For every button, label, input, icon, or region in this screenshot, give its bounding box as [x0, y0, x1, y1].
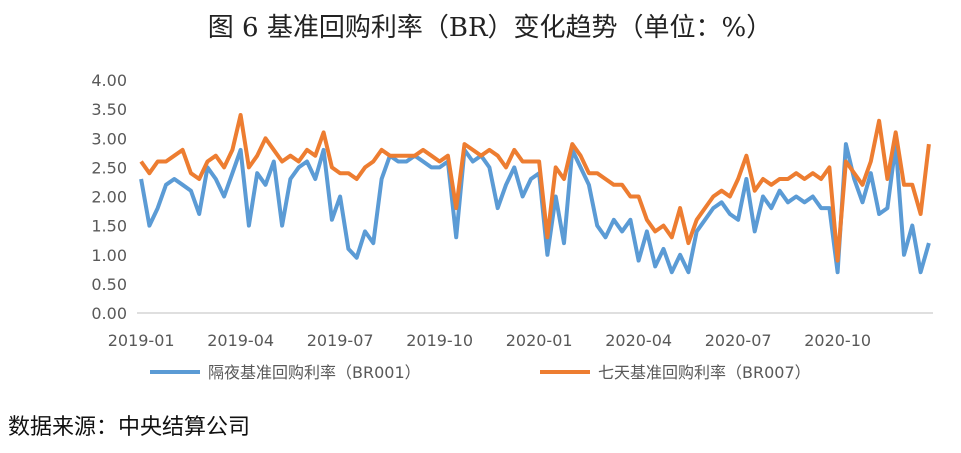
- y-tick-label: 0.00: [91, 304, 127, 323]
- x-tick-label: 2020-10: [804, 331, 871, 350]
- x-tick-label: 2020-01: [506, 331, 573, 350]
- legend-label: 隔夜基准回购利率（BR001）: [208, 363, 421, 382]
- series-line: [139, 113, 931, 263]
- x-tick-label: 2019-07: [307, 331, 374, 350]
- y-tick-label: 2.50: [91, 158, 127, 177]
- chart-title: 图 6 基准回购利率（BR）变化趋势（单位：%）: [208, 13, 772, 43]
- y-tick-label: 3.50: [91, 100, 127, 119]
- x-tick-label: 2020-07: [705, 331, 772, 350]
- y-tick-label: 2.00: [91, 188, 127, 207]
- x-tick-label: 2019-10: [406, 331, 473, 350]
- y-tick-label: 0.50: [91, 275, 127, 294]
- x-tick-label: 2020-04: [605, 331, 672, 350]
- series-line: [139, 142, 931, 275]
- x-tick-label: 2019-01: [108, 331, 175, 350]
- source-note: 数据来源：中央结算公司: [8, 415, 250, 440]
- legend-label: 七天基准回购利率（BR007）: [598, 363, 811, 382]
- x-tick-label: 2019-04: [207, 331, 274, 350]
- y-tick-label: 3.00: [91, 129, 127, 148]
- y-tick-label: 4.00: [91, 71, 127, 90]
- y-tick-label: 1.00: [91, 246, 127, 265]
- y-tick-label: 1.50: [91, 217, 127, 236]
